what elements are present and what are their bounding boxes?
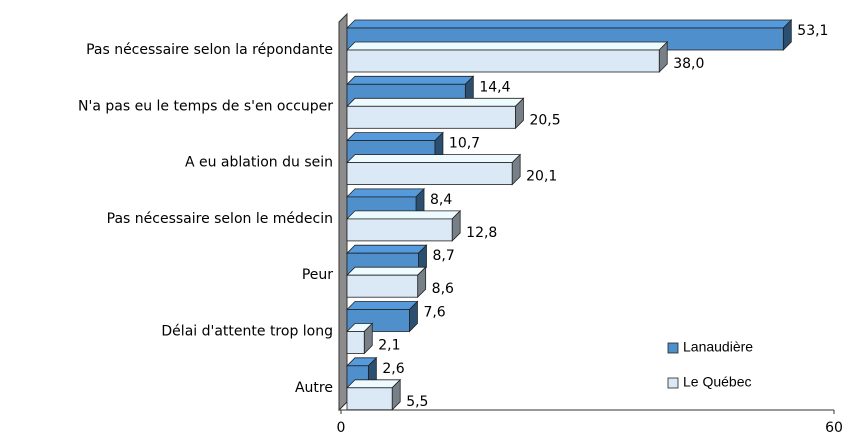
legend-swatch xyxy=(667,377,679,389)
x-tick-label: 60 xyxy=(825,420,843,436)
bar-top xyxy=(346,132,444,142)
value-label: 2,1 xyxy=(378,338,400,354)
value-label: 38,0 xyxy=(673,56,704,72)
y-tick-label: Pas nécessaire selon le médecin xyxy=(107,211,333,227)
value-label: 8,6 xyxy=(432,281,454,297)
value-label: 5,5 xyxy=(406,394,428,410)
value-label: 10,7 xyxy=(449,136,480,152)
bar-top xyxy=(346,210,462,220)
y-tick-label: N'a pas eu le temps de s'en occuper xyxy=(78,98,333,114)
bar xyxy=(346,274,419,298)
legend-swatch xyxy=(667,342,679,354)
bar-top xyxy=(346,19,793,29)
x-tick-label: 0 xyxy=(337,420,346,436)
y-tick-label: A eu ablation du sein xyxy=(185,155,333,171)
value-label: 2,6 xyxy=(382,361,404,377)
value-label: 8,7 xyxy=(432,248,454,264)
value-label: 8,4 xyxy=(430,192,452,208)
value-label: 14,4 xyxy=(479,79,510,95)
bar-top xyxy=(346,244,428,254)
value-label: 12,8 xyxy=(466,225,497,241)
bar xyxy=(346,331,365,354)
y-tick-label: Délai d'attente trop long xyxy=(161,324,333,340)
bar xyxy=(346,218,453,242)
value-label: 20,5 xyxy=(529,112,560,128)
value-label: 7,6 xyxy=(423,305,445,321)
legend-label: Le Québec xyxy=(683,374,752,390)
bar-top xyxy=(346,154,522,164)
bar-top xyxy=(346,188,425,198)
y-tick-label: Autre xyxy=(295,380,333,396)
legend-label: Lanaudière xyxy=(683,339,753,355)
bar-top xyxy=(346,379,402,389)
value-label: 20,1 xyxy=(526,169,557,185)
axis-wall xyxy=(338,12,348,412)
bar-top xyxy=(346,41,669,51)
y-tick-label: Pas nécessaire selon la répondante xyxy=(86,42,333,58)
bar-top xyxy=(346,266,427,276)
bar-top xyxy=(346,97,525,107)
value-label: 53,1 xyxy=(797,23,828,39)
bar xyxy=(346,387,393,411)
bar xyxy=(346,105,516,129)
bar xyxy=(346,162,513,186)
bar-top xyxy=(346,75,475,85)
bar-top xyxy=(346,301,419,310)
y-tick-label: Peur xyxy=(302,267,333,283)
bar xyxy=(346,49,660,73)
